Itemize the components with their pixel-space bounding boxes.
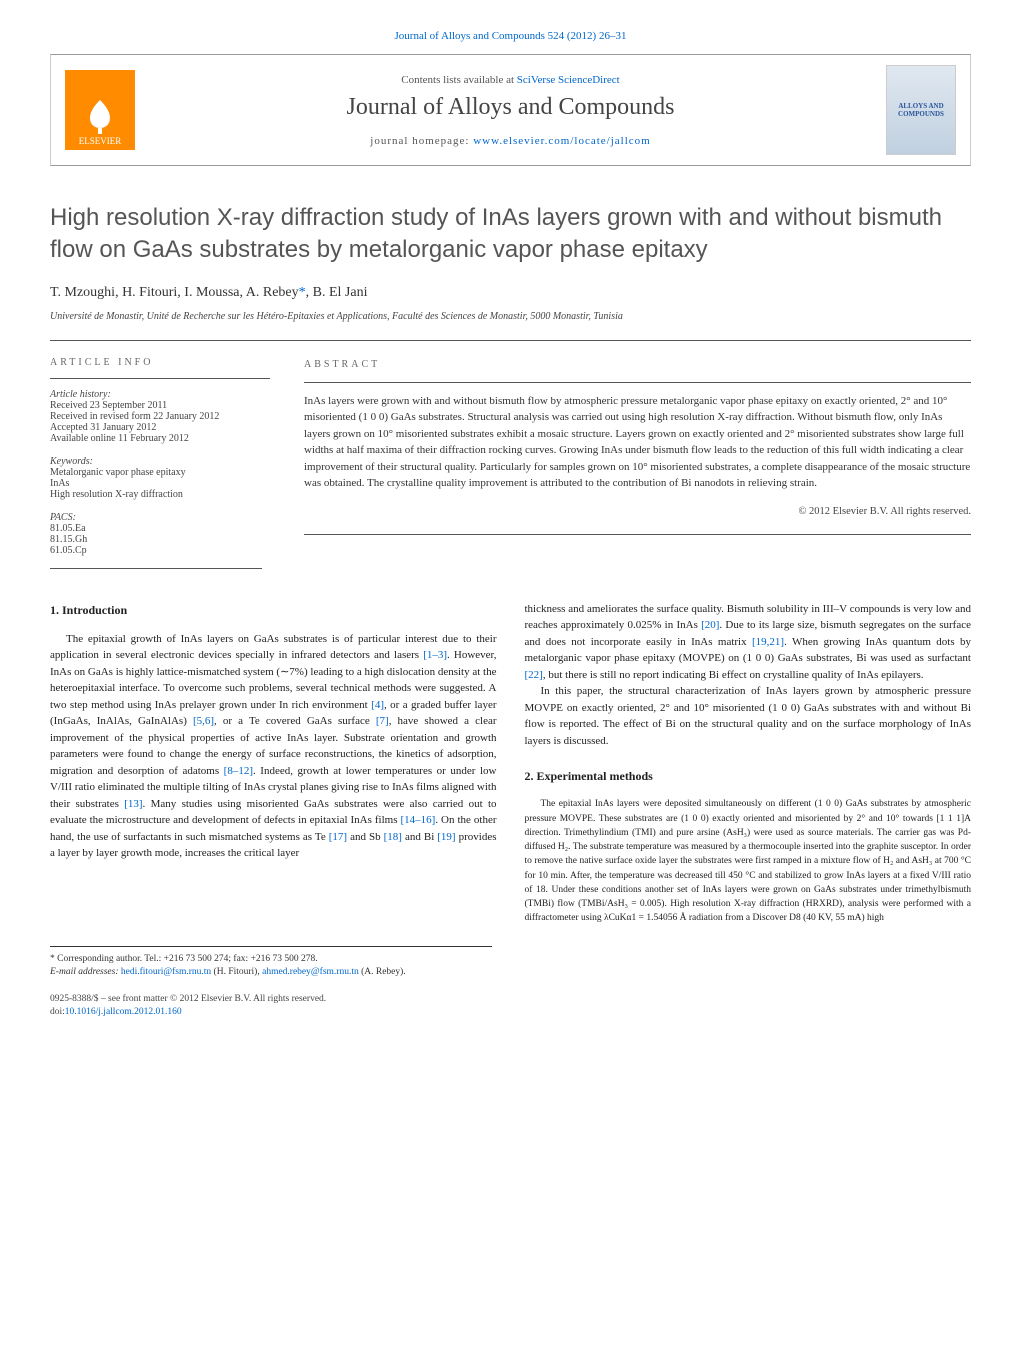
para2: thickness and ameliorates the surface qu… bbox=[525, 601, 972, 684]
header-citation: Journal of Alloys and Compounds 524 (201… bbox=[50, 30, 971, 42]
pacs-2: 81.15.Gh bbox=[50, 534, 270, 545]
footnotes: * Corresponding author. Tel.: +216 73 50… bbox=[50, 946, 492, 980]
authors-main: T. Mzoughi, H. Fitouri, I. Moussa, A. Re… bbox=[50, 285, 299, 300]
elsevier-tree-icon bbox=[80, 96, 120, 136]
section-2-heading: 2. Experimental methods bbox=[525, 767, 972, 785]
ref-14-16[interactable]: [14–16] bbox=[400, 814, 435, 826]
ref-20[interactable]: [20] bbox=[701, 619, 719, 631]
bottom-info: 0925-8388/$ – see front matter © 2012 El… bbox=[50, 993, 971, 1020]
p1-d: , or a Te covered GaAs surface bbox=[214, 715, 376, 727]
elsevier-logo-text: ELSEVIER bbox=[79, 136, 122, 146]
accepted-date: Accepted 31 January 2012 bbox=[50, 422, 270, 433]
para3: In this paper, the structural characteri… bbox=[525, 683, 972, 749]
keyword-1: Metalorganic vapor phase epitaxy bbox=[50, 467, 270, 478]
email-1-who: (H. Fitouri), bbox=[211, 967, 262, 977]
history-label: Article history: bbox=[50, 389, 270, 400]
email-label: E-mail addresses: bbox=[50, 967, 121, 977]
ref-1-3[interactable]: [1–3] bbox=[423, 649, 447, 661]
divider-abstract bbox=[304, 382, 971, 383]
online-date: Available online 11 February 2012 bbox=[50, 433, 270, 444]
email-2-who: (A. Rebey). bbox=[359, 967, 406, 977]
ref-8-12[interactable]: [8–12] bbox=[224, 765, 253, 777]
abstract-copyright: © 2012 Elsevier B.V. All rights reserved… bbox=[304, 504, 971, 520]
affiliation: Université de Monastir, Unité de Recherc… bbox=[50, 311, 971, 322]
divider-top bbox=[50, 340, 971, 341]
doi-line: doi:10.1016/j.jallcom.2012.01.160 bbox=[50, 1006, 971, 1019]
divider-info bbox=[50, 378, 270, 379]
abstract-col: ABSTRACT InAs layers were grown with and… bbox=[304, 357, 971, 568]
divider-abstract-bottom bbox=[304, 534, 971, 535]
revised-date: Received in revised form 22 January 2012 bbox=[50, 411, 270, 422]
elsevier-logo: ELSEVIER bbox=[65, 70, 135, 150]
section-2: 2. Experimental methods The epitaxial In… bbox=[525, 767, 972, 925]
journal-cover-text: ALLOYS AND COMPOUNDS bbox=[887, 102, 955, 118]
authors-tail: , B. El Jani bbox=[306, 285, 368, 300]
p1-i: and Sb bbox=[347, 831, 384, 843]
ref-17[interactable]: [17] bbox=[329, 831, 347, 843]
ref-13[interactable]: [13] bbox=[124, 798, 142, 810]
p1-j: and Bi bbox=[402, 831, 437, 843]
abstract-heading: ABSTRACT bbox=[304, 357, 971, 372]
doi-link[interactable]: 10.1016/j.jallcom.2012.01.160 bbox=[65, 1007, 182, 1017]
email-line: E-mail addresses: hedi.fitouri@fsm.rnu.t… bbox=[50, 966, 492, 979]
pacs-3: 61.05.Cp bbox=[50, 545, 270, 556]
p2-d: , but there is still no report indicatin… bbox=[543, 669, 924, 681]
front-matter-line: 0925-8388/$ – see front matter © 2012 El… bbox=[50, 993, 971, 1006]
divider-info-bottom bbox=[50, 568, 262, 569]
body-col-right: thickness and ameliorates the surface qu… bbox=[525, 601, 972, 926]
abstract-text: InAs layers were grown with and without … bbox=[304, 393, 971, 492]
keywords-group: Keywords: Metalorganic vapor phase epita… bbox=[50, 456, 270, 500]
section-1-heading: 1. Introduction bbox=[50, 601, 497, 619]
ref-7[interactable]: [7] bbox=[376, 715, 389, 727]
email-1[interactable]: hedi.fitouri@fsm.rnu.tn bbox=[121, 967, 211, 977]
ref-5-6[interactable]: [5,6] bbox=[193, 715, 214, 727]
corresponding-line: * Corresponding author. Tel.: +216 73 50… bbox=[50, 953, 492, 966]
homepage-prefix: journal homepage: bbox=[370, 135, 473, 147]
ref-22[interactable]: [22] bbox=[525, 669, 543, 681]
keyword-3: High resolution X-ray diffraction bbox=[50, 489, 270, 500]
received-date: Received 23 September 2011 bbox=[50, 400, 270, 411]
ref-4[interactable]: [4] bbox=[371, 699, 384, 711]
ref-19-21[interactable]: [19,21] bbox=[752, 636, 784, 648]
article-title: High resolution X-ray diffraction study … bbox=[50, 202, 971, 267]
contents-line: Contents lists available at SciVerse Sci… bbox=[147, 74, 874, 86]
article-history: Article history: Received 23 September 2… bbox=[50, 389, 270, 444]
body-col-left: 1. Introduction The epitaxial growth of … bbox=[50, 601, 497, 926]
header-citation-link[interactable]: Journal of Alloys and Compounds 524 (201… bbox=[395, 30, 627, 42]
ref-18[interactable]: [18] bbox=[384, 831, 402, 843]
journal-cover-thumb: ALLOYS AND COMPOUNDS bbox=[886, 65, 956, 155]
experimental-paragraph: The epitaxial InAs layers were deposited… bbox=[525, 797, 972, 925]
keywords-label: Keywords: bbox=[50, 456, 270, 467]
sciencedirect-link[interactable]: SciVerse ScienceDirect bbox=[517, 74, 620, 86]
intro-paragraph: The epitaxial growth of InAs layers on G… bbox=[50, 631, 497, 862]
keyword-2: InAs bbox=[50, 478, 270, 489]
authors-line: T. Mzoughi, H. Fitouri, I. Moussa, A. Re… bbox=[50, 285, 971, 301]
homepage-link[interactable]: www.elsevier.com/locate/jallcom bbox=[473, 135, 651, 147]
contents-prefix: Contents lists available at bbox=[401, 74, 516, 86]
corresponding-marker-link[interactable]: * bbox=[299, 285, 306, 300]
banner-center: Contents lists available at SciVerse Sci… bbox=[147, 74, 874, 147]
article-info-heading: ARTICLE INFO bbox=[50, 357, 270, 368]
email-2[interactable]: ahmed.rebey@fsm.rnu.tn bbox=[262, 967, 359, 977]
pacs-label: PACS: bbox=[50, 512, 270, 523]
meta-abstract-row: ARTICLE INFO Article history: Received 2… bbox=[50, 357, 971, 568]
pacs-group: PACS: 81.05.Ea 81.15.Gh 61.05.Cp bbox=[50, 512, 270, 556]
journal-name: Journal of Alloys and Compounds bbox=[147, 94, 874, 121]
article-info-col: ARTICLE INFO Article history: Received 2… bbox=[50, 357, 270, 568]
body-columns: 1. Introduction The epitaxial growth of … bbox=[50, 601, 971, 926]
pacs-1: 81.05.Ea bbox=[50, 523, 270, 534]
journal-banner: ELSEVIER Contents lists available at Sci… bbox=[50, 54, 971, 166]
homepage-line: journal homepage: www.elsevier.com/locat… bbox=[147, 135, 874, 147]
ref-19[interactable]: [19] bbox=[437, 831, 455, 843]
doi-prefix: doi: bbox=[50, 1007, 65, 1017]
